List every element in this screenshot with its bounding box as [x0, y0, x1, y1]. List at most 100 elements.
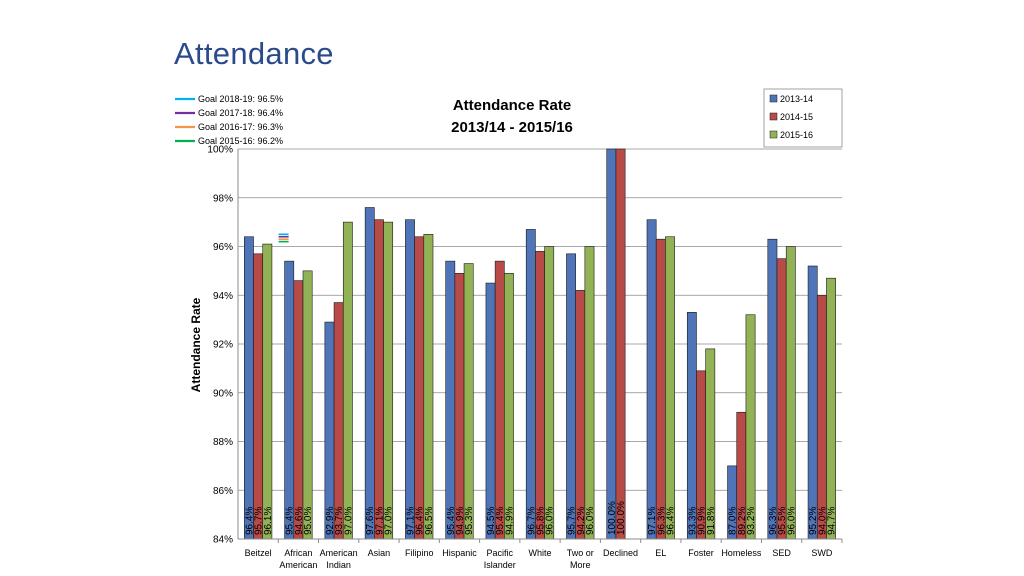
- bar: [566, 253, 576, 540]
- bar: [423, 234, 434, 540]
- data-label: 96.3%: [768, 507, 779, 535]
- x-tick-label: Hispanic: [442, 548, 477, 558]
- x-tick-label: Beitzel: [245, 548, 272, 558]
- data-label: 94.6%: [294, 507, 305, 535]
- data-label: 89.2%: [737, 507, 748, 535]
- data-label: 94.7%: [827, 507, 838, 535]
- goal-legend-label: Goal 2015-16: 96.2%: [198, 136, 283, 146]
- bar: [253, 253, 264, 540]
- bar: [606, 148, 617, 540]
- bar: [364, 207, 375, 540]
- axes: 84% 86% 88% 90% 92% 94% 96% 98% 100% Beitzel Afric…: [207, 145, 843, 570]
- bar: [463, 263, 474, 540]
- data-label: 95.3%: [464, 507, 475, 535]
- bar: [454, 273, 465, 540]
- bar: [324, 321, 335, 540]
- data-label: 97.1%: [374, 507, 385, 535]
- bar: [244, 236, 254, 540]
- bar: [686, 312, 697, 540]
- bar: [655, 238, 666, 540]
- data-label: 97.6%: [365, 507, 376, 535]
- x-tick-label: Filipino: [405, 548, 434, 558]
- data-label: 95.4%: [285, 507, 296, 535]
- data-label: 97.0%: [384, 507, 395, 535]
- bar: [374, 219, 384, 540]
- data-label: 94.9%: [504, 507, 515, 535]
- data-label: 97.1%: [647, 507, 658, 535]
- bar: [302, 270, 313, 540]
- data-label: 96.3%: [656, 507, 667, 535]
- legend-label: 2013-14: [780, 94, 813, 104]
- legend-swatch: [769, 130, 778, 139]
- bar: [535, 251, 545, 540]
- bar: [776, 258, 787, 540]
- bar: [785, 246, 796, 540]
- bar: [414, 236, 425, 540]
- data-label: 94.9%: [455, 507, 466, 535]
- x-tick-label: Islander: [484, 560, 516, 570]
- x-tick-label: American: [279, 560, 317, 570]
- x-tick-label: Declined: [603, 548, 638, 558]
- chart-title: Attendance Rate: [453, 97, 571, 114]
- y-tick-label: 86%: [213, 486, 233, 497]
- chart-subtitle: 2013/14 - 2015/16: [451, 119, 573, 136]
- bar: [745, 314, 756, 540]
- data-label: 96.0%: [786, 507, 797, 535]
- y-tick-label: 84%: [213, 535, 233, 546]
- y-tick-label: 98%: [213, 193, 233, 204]
- x-tick-label: Indian: [326, 560, 351, 570]
- bar: [485, 282, 496, 540]
- data-label: 95.0%: [303, 507, 314, 535]
- data-label: 95.7%: [254, 507, 265, 535]
- x-tick-label: Homeless: [721, 548, 762, 558]
- x-tick-label: SED: [772, 548, 791, 558]
- x-tick-label: White: [528, 548, 551, 558]
- bar: [445, 260, 456, 540]
- bars: [244, 148, 836, 540]
- legend-swatch: [769, 94, 778, 103]
- data-label: 96.4%: [244, 507, 255, 535]
- bar: [826, 277, 836, 540]
- data-label: 96.5%: [424, 507, 435, 535]
- data-label: 96.4%: [666, 507, 677, 535]
- data-label: 93.2%: [746, 507, 757, 535]
- bar: [544, 246, 555, 540]
- bar: [262, 243, 273, 540]
- data-label: 94.0%: [817, 507, 828, 535]
- data-label: 96.7%: [526, 507, 537, 535]
- bar: [584, 246, 595, 540]
- bar: [405, 219, 415, 540]
- y-tick-label: 100%: [207, 145, 233, 156]
- bar: [767, 238, 778, 540]
- x-tick-label: American: [320, 548, 358, 558]
- data-label: 93.7%: [334, 507, 345, 535]
- data-label: 96.4%: [415, 507, 426, 535]
- x-tick-label: More: [570, 560, 591, 570]
- data-label: 92.9%: [325, 507, 336, 535]
- bar: [575, 290, 586, 540]
- x-tick-label: Pacific: [486, 548, 513, 558]
- slide-title: Attendance: [174, 36, 334, 71]
- x-tick-label: EL: [655, 548, 666, 558]
- data-label: 100.0%: [607, 501, 618, 535]
- goal-legend: Goal 2018-19: 96.5% Goal 2017-18: 96.4% Go…: [175, 94, 283, 146]
- data-label: 91.8%: [706, 507, 717, 535]
- bar: [615, 148, 626, 540]
- goal-legend-label: Goal 2016-17: 96.3%: [198, 122, 283, 132]
- goal-legend-label: Goal 2018-19: 96.5%: [198, 94, 283, 104]
- data-label: 90.9%: [697, 507, 708, 535]
- legend-swatch: [769, 112, 778, 121]
- bar: [383, 221, 394, 540]
- x-tick-label: Foster: [688, 548, 714, 558]
- bar: [525, 229, 536, 540]
- data-label: 96.0%: [545, 507, 556, 535]
- x-tick-label: Asian: [368, 548, 391, 558]
- data-label: 97.0%: [343, 507, 354, 535]
- data-label: 97.1%: [406, 507, 417, 535]
- bar: [342, 221, 353, 540]
- data-label: 94.2%: [576, 507, 587, 535]
- bar: [646, 219, 657, 540]
- y-tick-label: 96%: [213, 242, 233, 253]
- data-label: 93.3%: [687, 507, 698, 535]
- data-label: 95.8%: [536, 507, 547, 535]
